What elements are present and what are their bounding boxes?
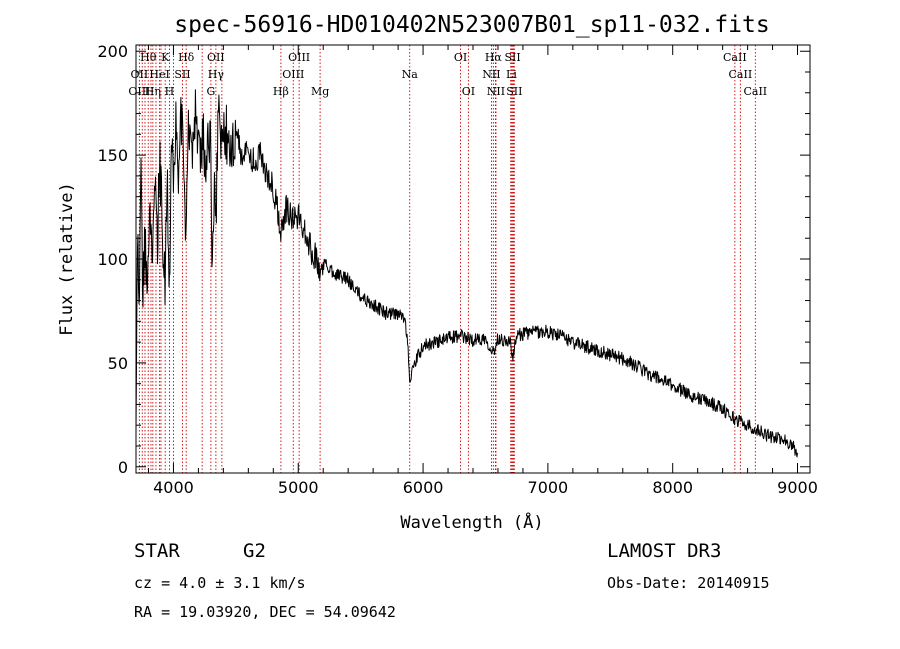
x-tick-label: 7000 bbox=[528, 478, 569, 497]
line-label: Hγ bbox=[208, 68, 225, 81]
line-label: SII bbox=[174, 68, 190, 81]
observation-date: Obs-Date: 20140915 bbox=[607, 574, 770, 592]
x-tick-label: 8000 bbox=[652, 478, 693, 497]
y-tick-label: 100 bbox=[97, 250, 128, 269]
redshift-readout: cz = 4.0 ± 3.1 km/s bbox=[134, 574, 306, 592]
line-label: OIII bbox=[288, 51, 310, 64]
plot-frame bbox=[135, 44, 811, 474]
line-label: OI bbox=[462, 85, 475, 98]
line-label: Hδ bbox=[178, 51, 195, 64]
line-label: K bbox=[161, 51, 170, 64]
line-label: SII bbox=[504, 51, 520, 64]
y-tick-label: 0 bbox=[118, 458, 128, 477]
spectral-subclass: G2 bbox=[243, 540, 266, 562]
line-label: CaII bbox=[729, 68, 753, 81]
x-tick-label: 5000 bbox=[278, 478, 319, 497]
line-label: NII bbox=[487, 85, 505, 98]
x-tick-label: 9000 bbox=[777, 478, 818, 497]
coordinates: RA = 19.03920, DEC = 54.09642 bbox=[134, 603, 396, 621]
x-tick-label: 6000 bbox=[403, 478, 444, 497]
line-label: Li bbox=[506, 68, 517, 81]
line-label: Na bbox=[402, 68, 419, 81]
line-label: G bbox=[206, 85, 215, 98]
line-label: CaII bbox=[743, 85, 767, 98]
y-tick-label: 50 bbox=[108, 354, 128, 373]
spectrum-line bbox=[135, 89, 798, 458]
line-label: OIII bbox=[128, 85, 150, 98]
line-label: Hβ bbox=[273, 85, 289, 98]
line-label: CaII bbox=[723, 51, 747, 64]
line-label: OI bbox=[454, 51, 467, 64]
line-label: OII bbox=[131, 68, 149, 81]
line-label: SII bbox=[506, 85, 522, 98]
line-label: Hθ bbox=[140, 51, 157, 64]
chart-title: spec-56916-HD010402N523007B01_sp11-032.f… bbox=[174, 12, 769, 38]
survey-release: LAMOST DR3 bbox=[607, 540, 722, 562]
line-markers bbox=[138, 45, 756, 473]
line-label: Hη bbox=[145, 85, 161, 98]
line-label: Mg bbox=[311, 85, 329, 98]
line-label: OIII bbox=[282, 68, 304, 81]
x-tick-label: 4000 bbox=[153, 478, 194, 497]
axis-ticks bbox=[136, 45, 810, 473]
tick-labels: 4000 5000 6000 7000 8000 9000 0 50 100 150 200 bbox=[97, 42, 817, 497]
y-tick-label: 150 bbox=[97, 146, 128, 165]
line-label: OII bbox=[207, 51, 225, 64]
line-label: Hα bbox=[485, 51, 503, 64]
object-type: STAR bbox=[134, 540, 180, 562]
line-label: HeI bbox=[149, 68, 169, 81]
y-tick-label: 200 bbox=[97, 42, 128, 61]
line-label: H bbox=[165, 85, 175, 98]
x-axis-label: Wavelength (Å) bbox=[400, 511, 543, 533]
spectrum-series bbox=[135, 89, 798, 458]
line-label: NII bbox=[482, 68, 500, 81]
y-axis-label: Flux (relative) bbox=[57, 182, 77, 336]
